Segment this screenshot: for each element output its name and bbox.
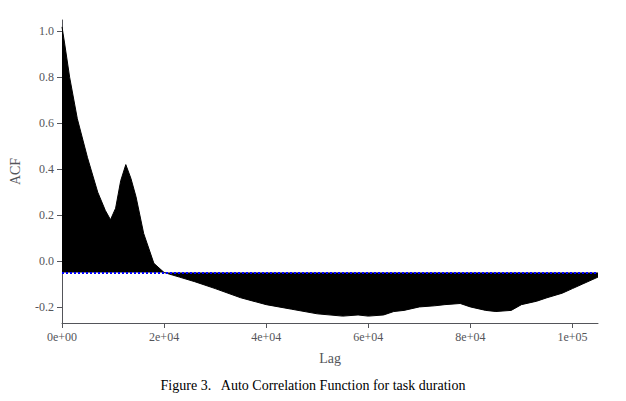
svg-text:2e+04: 2e+04 [149,330,179,344]
svg-text:0.8: 0.8 [39,70,54,84]
svg-text:8e+04: 8e+04 [455,330,485,344]
svg-text:0.0: 0.0 [39,254,54,268]
svg-text:0.4: 0.4 [39,162,54,176]
svg-text:6e+04: 6e+04 [353,330,383,344]
svg-text:-0.2: -0.2 [35,300,54,314]
svg-text:Lag: Lag [319,351,341,366]
svg-text:1e+05: 1e+05 [557,330,587,344]
svg-text:0.2: 0.2 [39,208,54,222]
svg-text:0.6: 0.6 [39,116,54,130]
svg-text:ACF: ACF [8,158,23,185]
svg-text:Figure 3. Auto Correlation F: Figure 3. Auto Correlation Function for … [161,378,466,393]
svg-text:1.0: 1.0 [39,24,54,38]
svg-text:4e+04: 4e+04 [251,330,281,344]
svg-text:0e+00: 0e+00 [47,330,77,344]
